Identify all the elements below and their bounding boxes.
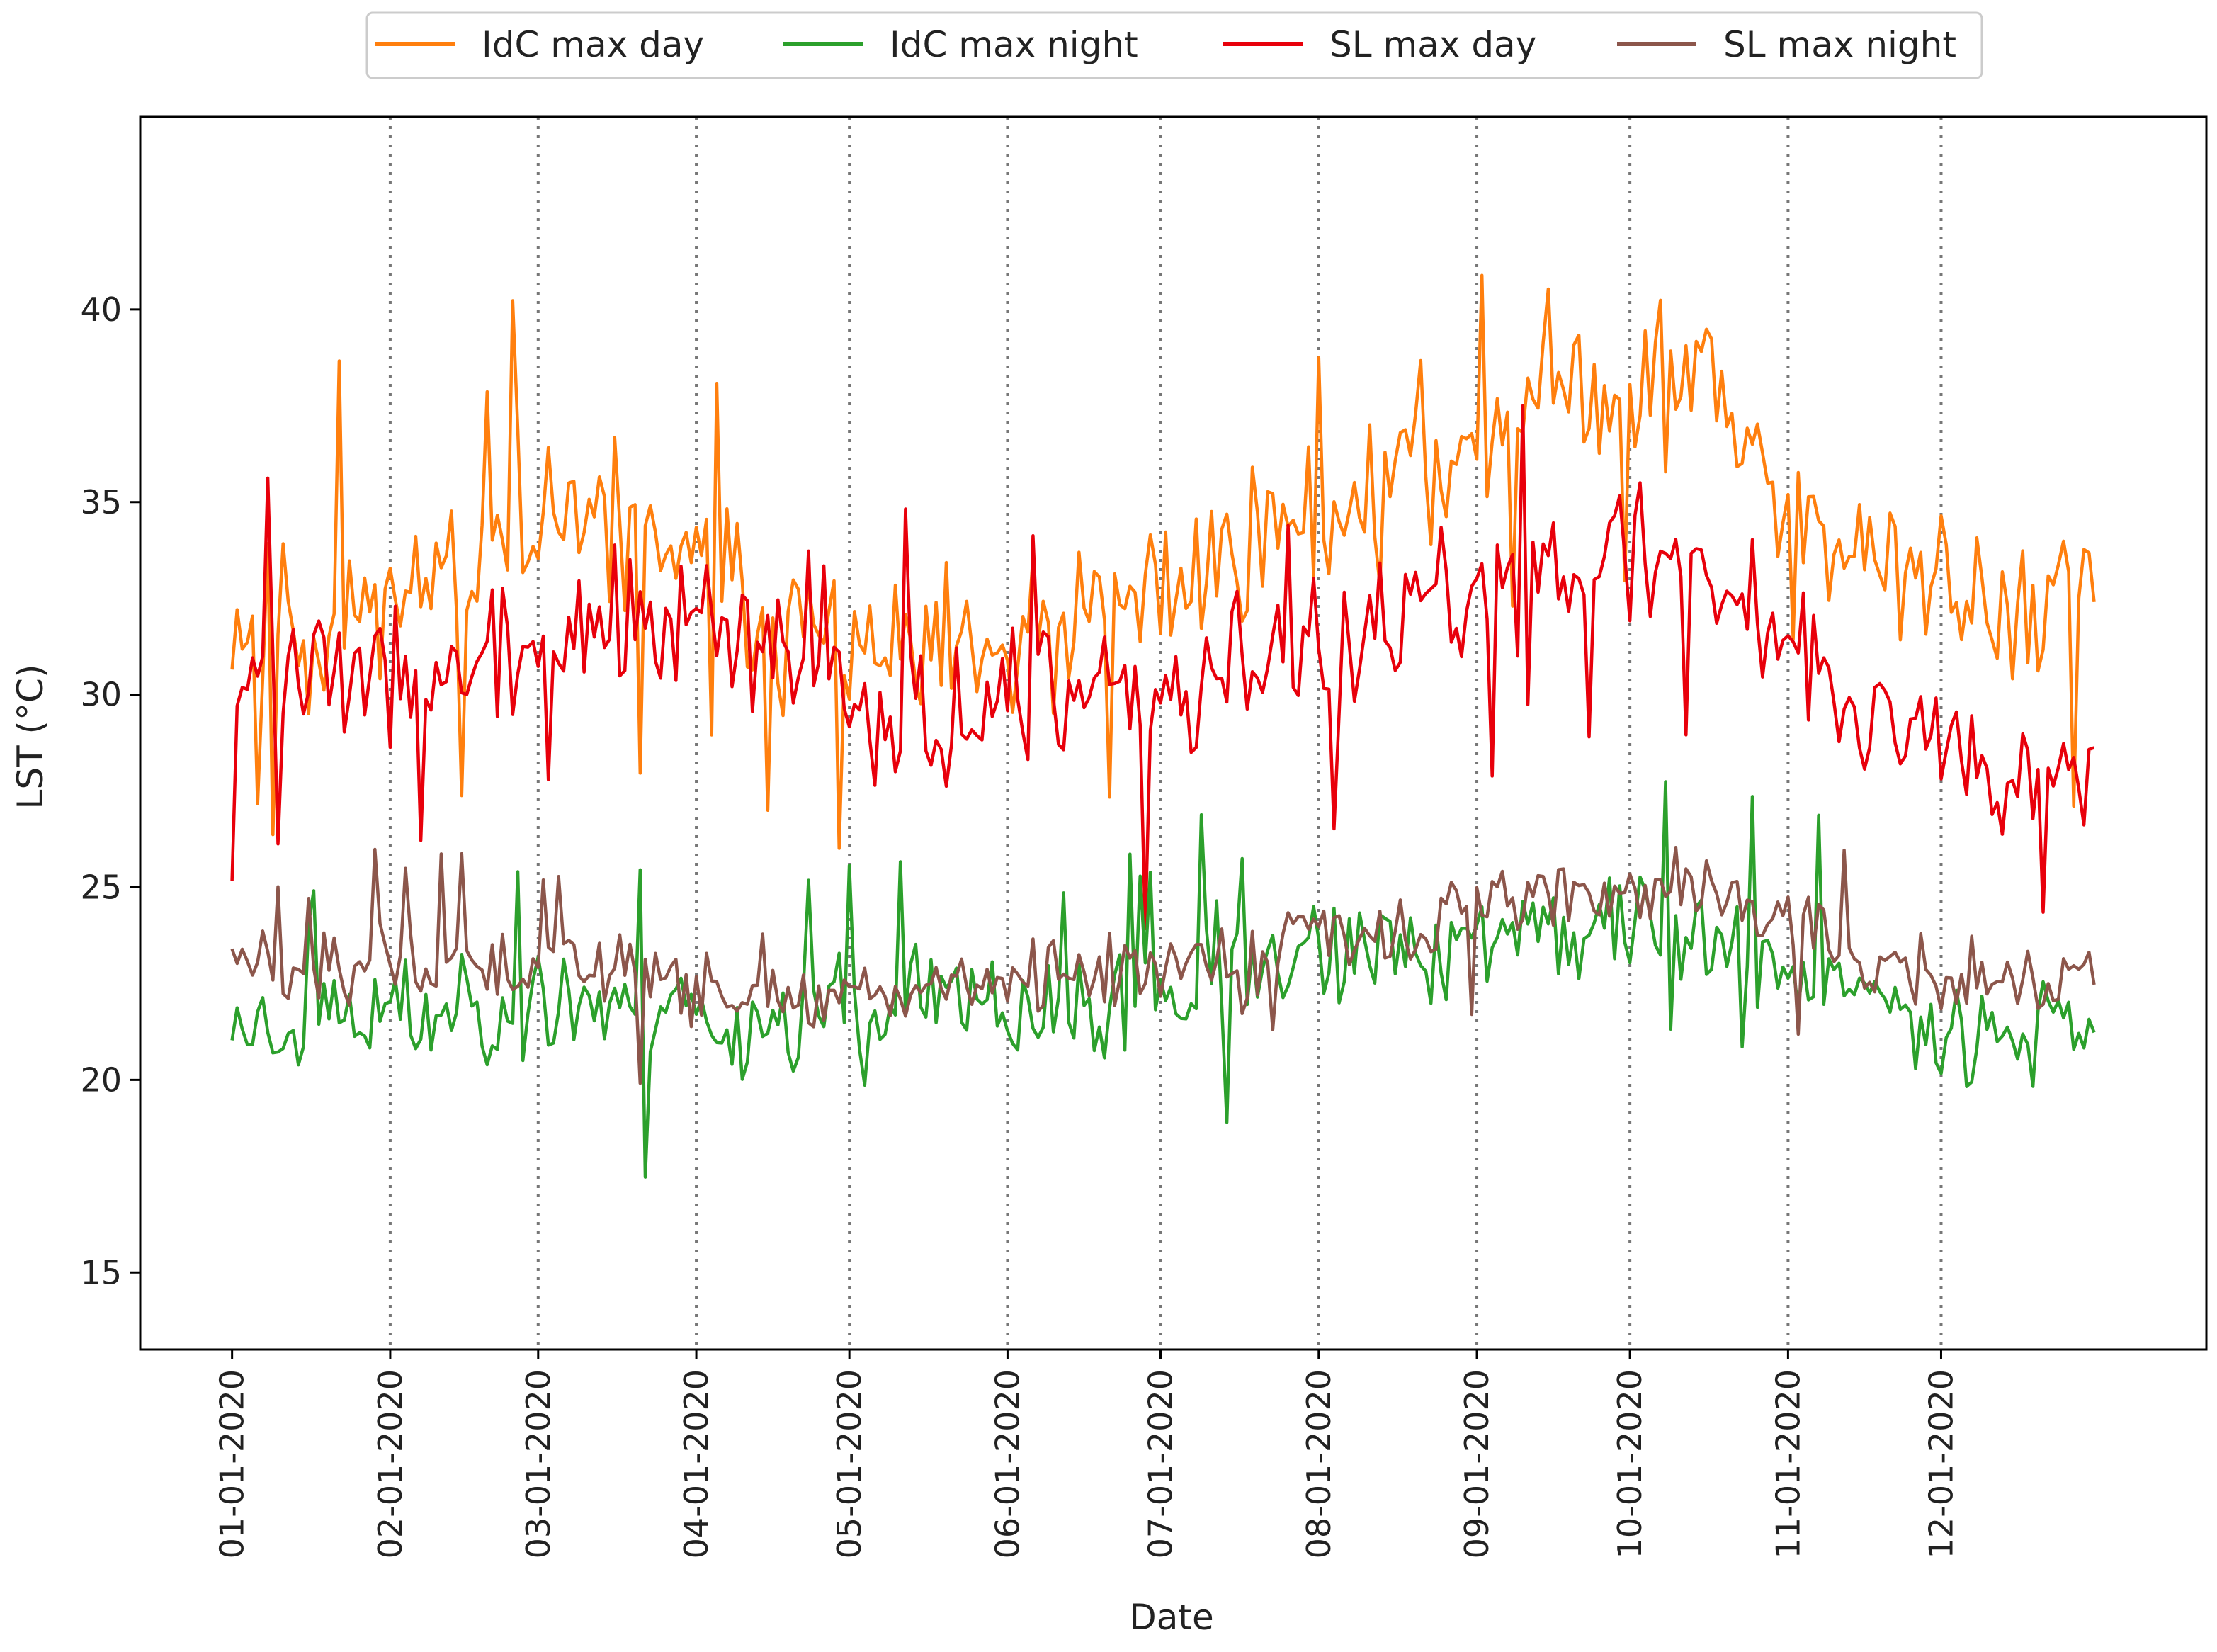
x-tick-label-3: 04-01-2020 bbox=[677, 1369, 715, 1558]
legend-label-sl-max-night: SL max night bbox=[1723, 24, 1956, 65]
x-tick-label-8: 09-01-2020 bbox=[1458, 1369, 1496, 1558]
legend-label-idc-max-day: IdC max day bbox=[482, 24, 704, 65]
legend-label-sl-max-day: SL max day bbox=[1329, 24, 1536, 65]
x-tick-label-11: 12-01-2020 bbox=[1922, 1369, 1960, 1558]
series-line-sl-max-night bbox=[230, 845, 2096, 1085]
x-tick-label-2: 03-01-2020 bbox=[519, 1369, 557, 1558]
x-tick-label-0: 01-01-2020 bbox=[213, 1369, 251, 1558]
plot-area: 15 20 25 30 35 40 01-01-2020 02-01-2020 03-01-2… bbox=[80, 115, 2208, 1558]
series-line-idc-max-day bbox=[230, 273, 2096, 850]
y-tick-label-15: 15 bbox=[80, 1253, 122, 1291]
legend-label-idc-max-night: IdC max night bbox=[890, 24, 1138, 65]
legend-frame bbox=[365, 11, 1983, 79]
x-tick-label-4: 05-01-2020 bbox=[830, 1369, 868, 1558]
y-axis-ticks: 15 20 25 30 35 40 bbox=[80, 290, 140, 1291]
x-tick-label-1: 02-01-2020 bbox=[371, 1369, 409, 1558]
x-tick-label-9: 10-01-2020 bbox=[1611, 1369, 1649, 1558]
y-tick-label-25: 25 bbox=[80, 869, 122, 907]
x-axis-ticks: 01-01-2020 02-01-2020 03-01-2020 04-01-2020… bbox=[213, 1350, 1960, 1558]
y-tick-label-20: 20 bbox=[80, 1060, 122, 1099]
y-tick-label-30: 30 bbox=[80, 676, 122, 714]
x-tick-label-7: 08-01-2020 bbox=[1300, 1369, 1338, 1558]
x-tick-label-5: 06-01-2020 bbox=[988, 1369, 1026, 1558]
x-axis-label: Date bbox=[1129, 1597, 1214, 1638]
axes-frame bbox=[139, 115, 2208, 1351]
y-tick-label-40: 40 bbox=[80, 290, 122, 329]
series-lines bbox=[230, 273, 2096, 1179]
x-tick-label-10: 11-01-2020 bbox=[1769, 1369, 1807, 1558]
y-axis-label: LST (°C) bbox=[10, 664, 51, 810]
y-tick-label-35: 35 bbox=[80, 483, 122, 521]
legend: IdC max day IdC max night SL max day SL … bbox=[365, 11, 1983, 79]
month-gridlines bbox=[388, 117, 1943, 1350]
series-line-sl-max-day bbox=[230, 404, 2095, 931]
x-tick-label-6: 07-01-2020 bbox=[1141, 1369, 1179, 1558]
